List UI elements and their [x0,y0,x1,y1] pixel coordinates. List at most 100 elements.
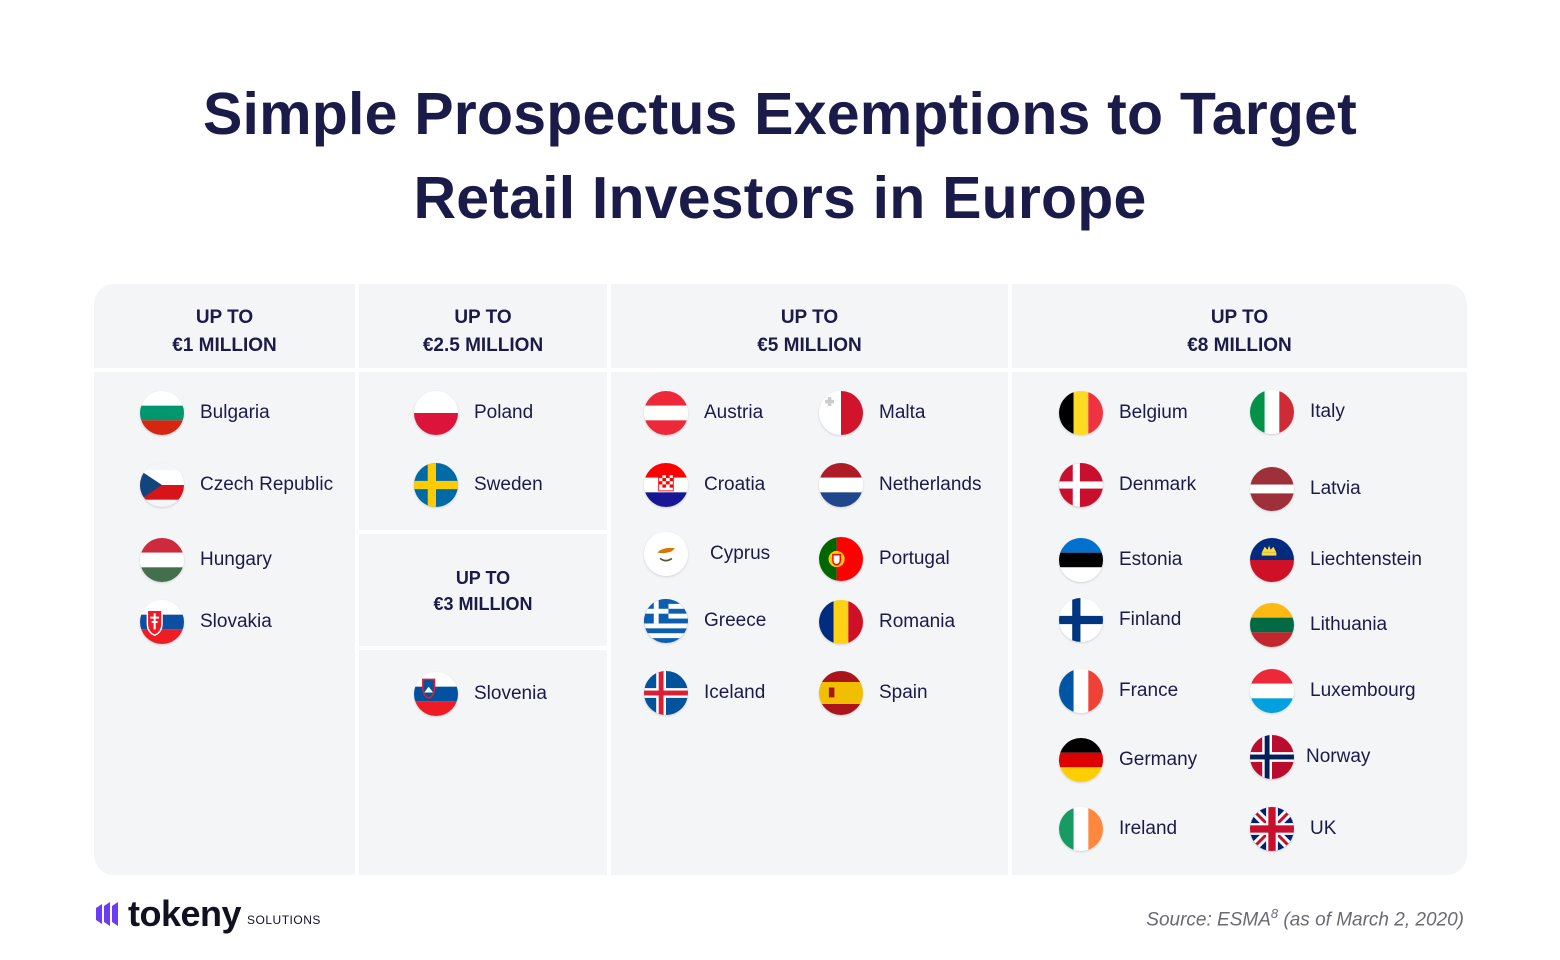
flag-croatia-icon [644,463,688,507]
country-name: Denmark [1119,474,1197,495]
country-item-norway: Norway [1250,733,1370,781]
country-name: Netherlands [879,474,982,495]
flag-norway-icon [1250,735,1294,779]
country-item-portugal: Portugal [819,535,950,583]
flag-slovenia-icon [414,672,458,716]
country-name: Norway [1306,746,1371,767]
country-name: Czech Republic [200,474,334,495]
country-name: Cyprus [710,543,771,564]
country-item-sweden: Sweden [414,461,543,509]
country-item-germany: Germany [1059,736,1197,784]
column-divider [355,284,359,875]
country-name: Iceland [704,682,766,703]
country-item-france: France [1059,667,1178,715]
country-name: Germany [1119,749,1198,770]
country-item-malta: Malta [819,389,925,437]
flag-finland-icon [1059,598,1103,642]
country-item-greece: Greece [644,597,766,645]
country-name: Romania [879,611,956,632]
source-text: Source: ESMA [1146,909,1271,931]
flag-bulgaria-icon [140,391,184,435]
flag-latvia-icon [1250,467,1294,511]
flag-malta-icon [819,391,863,435]
country-item-estonia: Estonia [1059,536,1182,584]
country-name: Croatia [704,474,766,495]
header-line-1: UP TO [1210,307,1269,328]
header-line-1: UP TO [455,568,511,588]
country-item-romania: Romania [819,598,955,646]
country-name: Hungary [200,549,272,570]
logo-wordmark: tokeny [128,893,242,934]
column-header-3m: UP TO €3 MILLION [359,565,607,617]
country-item-uk: UK [1250,805,1336,853]
flag-france-icon [1059,669,1103,713]
country-item-lithuania: Lithuania [1250,601,1387,649]
country-name: Malta [879,402,926,423]
country-name: Sweden [474,474,543,495]
country-name: Latvia [1310,478,1361,499]
country-item-liechtenstein: Liechtenstein [1250,536,1422,584]
country-item-czech-republic: Czech Republic [140,461,333,509]
country-name: Spain [879,682,928,703]
flag-netherlands-icon [819,463,863,507]
header-line-2: €3 MILLION [433,594,533,614]
source-note: Source: ESMA8 (as of March 2, 2020) [1146,906,1464,931]
country-name: Estonia [1119,549,1183,570]
country-name: Portugal [879,548,950,569]
column-header-2-5m: UP TO €2.5 MILLION [359,304,607,360]
header-line-2: €1 MILLION [172,335,277,356]
country-name: Belgium [1119,402,1188,423]
country-item-croatia: Croatia [644,461,765,509]
country-name: Luxembourg [1310,680,1416,701]
country-name: Finland [1119,609,1182,630]
country-item-denmark: Denmark [1059,461,1196,509]
tokeny-logo: tokeny SOLUTIONS [94,892,321,936]
country-item-slovenia: Slovenia [414,670,547,718]
country-name: Italy [1310,401,1345,422]
flag-austria-icon [644,391,688,435]
country-item-latvia: Latvia [1250,465,1361,513]
country-item-slovakia: Slovakia [140,598,272,646]
source-footnote: 8 [1270,906,1279,921]
flag-ireland-icon [1059,807,1103,851]
title-line-1: Simple Prospectus Exemptions to Target [203,81,1357,147]
flag-estonia-icon [1059,538,1103,582]
country-item-luxembourg: Luxembourg [1250,667,1416,715]
source-date: (as of March 2, 2020) [1278,909,1464,931]
flag-germany-icon [1059,738,1103,782]
title-line-2: Retail Investors in Europe [413,165,1147,231]
header-line-2: €2.5 MILLION [422,335,544,356]
column-header-1m: UP TO €1 MILLION [94,304,355,360]
country-name: Austria [704,402,764,423]
country-name: Greece [704,610,767,631]
flag-romania-icon [819,600,863,644]
country-name: Bulgaria [200,402,270,423]
flag-poland-icon [414,391,458,435]
column-header-8m: UP TO €8 MILLION [1012,304,1467,360]
country-item-netherlands: Netherlands [819,461,981,509]
country-item-finland: Finland [1059,596,1181,644]
country-item-hungary: Hungary [140,536,272,584]
country-item-poland: Poland [414,389,533,437]
country-name: Liechtenstein [1310,549,1422,570]
country-name: UK [1310,818,1337,839]
country-item-iceland: Iceland [644,669,765,717]
column-divider [607,284,611,875]
country-name: Slovakia [200,611,272,632]
country-name: Poland [474,402,534,423]
flag-liechtenstein-icon [1250,538,1294,582]
flag-spain-icon [819,671,863,715]
column-header-5m: UP TO €5 MILLION [611,304,1008,360]
header-line-1: UP TO [780,307,839,328]
flag-belgium-icon [1059,391,1103,435]
flag-uk-icon [1250,807,1294,851]
country-item-italy: Italy [1250,388,1345,436]
flag-lithuania-icon [1250,603,1294,647]
header-line-1: UP TO [454,307,512,328]
flag-denmark-icon [1059,463,1103,507]
country-name: France [1119,680,1179,701]
page-title: Simple Prospectus Exemptions to Target R… [0,72,1560,240]
flag-cyprus-icon [644,532,688,576]
flag-greece-icon [644,599,688,643]
logo-subtitle: SOLUTIONS [247,913,321,927]
